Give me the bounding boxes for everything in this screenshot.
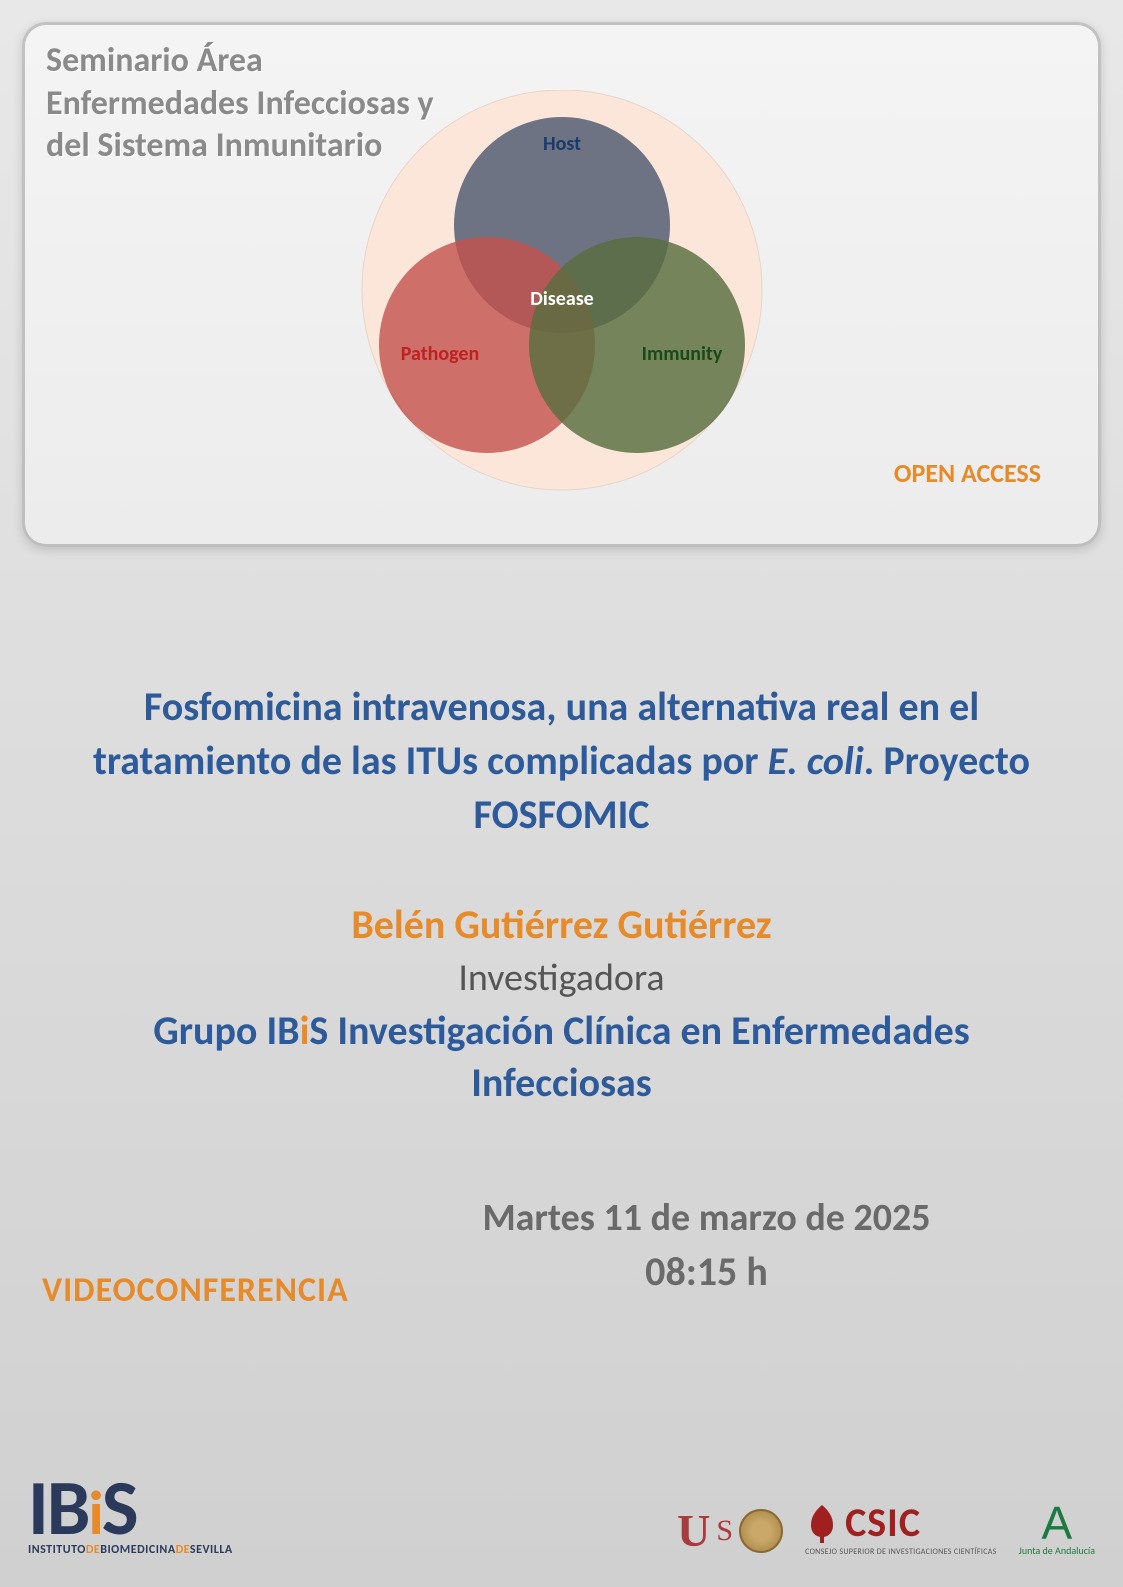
title-italic: E. coli [768, 736, 864, 785]
svg-text:Immunity: Immunity [641, 342, 722, 366]
speaker-name: Belén Gutiérrez Gutiérrez [0, 900, 1123, 949]
ibis-sub-3: BIOMEDICINA [100, 1543, 175, 1557]
event-time: 08:15 h [340, 1247, 1073, 1296]
csic-tree-icon [805, 1503, 839, 1543]
csic-text: CSIC [845, 1498, 921, 1547]
videoconference-label: VIDEOCONFERENCIA [42, 1270, 349, 1311]
ibis-wordmark: IBiS [28, 1473, 137, 1543]
csic-subtitle: CONSEJO SUPERIOR DE INVESTIGACIONES CIEN… [805, 1547, 997, 1557]
group-pre: Grupo IB [153, 1006, 299, 1055]
ibis-i: i [89, 1486, 102, 1542]
us-u: U [677, 1504, 710, 1557]
ibis-logo: IBiS INSTITUTODEBIOMEDICINADESEVILLA [28, 1473, 233, 1557]
svg-text:Pathogen: Pathogen [400, 342, 478, 366]
header-panel: Seminario Área Enfermedades Infecciosas … [22, 22, 1101, 547]
svg-text:Disease: Disease [530, 287, 594, 311]
ibis-sub-2: DE [86, 1543, 100, 1557]
venn-diagram: Host Pathogen Immunity Disease [302, 90, 822, 505]
date-time-block: Martes 11 de marzo de 2025 08:15 h [340, 1195, 1073, 1296]
junta-a-icon: A [1041, 1505, 1072, 1542]
us-seal-icon [739, 1509, 783, 1553]
csic-top: CSIC [805, 1498, 921, 1547]
venn-svg: Host Pathogen Immunity Disease [302, 90, 822, 500]
junta-logo: A Junta de Andalucía [1019, 1505, 1095, 1557]
ibis-subtitle: INSTITUTODEBIOMEDICINADESEVILLA [28, 1543, 233, 1557]
ibis-S: S [102, 1473, 137, 1543]
us-logo: U S [677, 1504, 783, 1557]
ibis-sub-5: SEVILLA [190, 1543, 233, 1557]
ibis-sub-1: INSTITUTO [28, 1543, 86, 1557]
svg-text:Host: Host [542, 132, 580, 156]
us-s: S [716, 1514, 733, 1548]
seminar-line1: Seminario Área [46, 40, 434, 83]
ibis-sub-4: DE [176, 1543, 190, 1557]
research-group: Grupo IBiS Investigación Clínica en Enfe… [80, 1005, 1043, 1109]
open-access-label: OPEN ACCESS [894, 457, 1041, 489]
event-date: Martes 11 de marzo de 2025 [340, 1195, 1073, 1241]
ibis-IB: IB [28, 1473, 89, 1543]
group-post: S Investigación Clínica en Enfermedades … [309, 1006, 969, 1107]
logos-right-group: U S CSIC CONSEJO SUPERIOR DE INVESTIGACI… [677, 1498, 1095, 1557]
logos-row: IBiS INSTITUTODEBIOMEDICINADESEVILLA U S… [28, 1473, 1095, 1557]
talk-title: Fosfomicina intravenosa, una alternativa… [50, 680, 1073, 842]
group-orange-i: i [300, 1006, 310, 1055]
csic-logo: CSIC CONSEJO SUPERIOR DE INVESTIGACIONES… [805, 1498, 997, 1557]
speaker-role: Investigadora [0, 955, 1123, 1001]
